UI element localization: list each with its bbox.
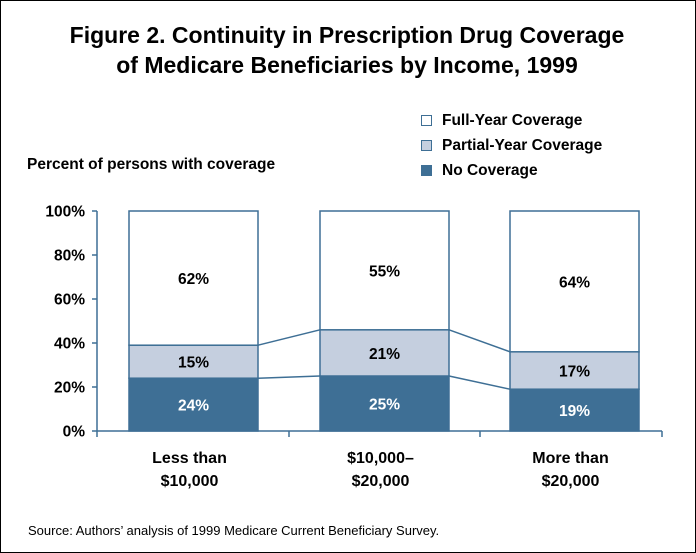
bar-segment — [319, 329, 450, 377]
legend-label-full-year: Full-Year Coverage — [442, 111, 583, 129]
y-tick-label: 40% — [54, 336, 85, 353]
x-tick-label: More than — [532, 450, 608, 467]
connector-line — [257, 329, 321, 346]
legend-item-full-year: Full-Year Coverage — [421, 108, 602, 133]
y-tick-label: 20% — [54, 380, 85, 397]
legend-item-no-coverage: No Coverage — [421, 158, 602, 183]
data-label: 24% — [178, 398, 209, 415]
data-label: 15% — [178, 355, 209, 372]
source-note: Source: Authors’ analysis of 1999 Medica… — [28, 523, 440, 538]
y-axis-label: Percent of persons with coverage — [27, 156, 276, 173]
connector-line — [257, 375, 321, 379]
chart-title-line-1: Figure 2. Continuity in Prescription Dru… — [69, 22, 625, 48]
legend-label-partial-year: Partial-Year Coverage — [442, 136, 603, 154]
bar-segment — [128, 210, 259, 346]
data-label: 17% — [559, 364, 590, 381]
bar-segment — [509, 351, 640, 390]
y-tick-label: 80% — [54, 248, 85, 265]
connector-line — [448, 329, 511, 353]
x-tick-label: $10,000 — [161, 473, 219, 490]
x-tick-label: $20,000 — [352, 473, 410, 490]
legend-label-no-coverage: No Coverage — [442, 161, 538, 179]
legend-swatch-no-coverage — [421, 165, 432, 176]
data-label: 19% — [559, 403, 590, 420]
y-tick-label: 100% — [45, 204, 85, 221]
chart-title-line-2: of Medicare Beneficiaries by Income, 199… — [116, 52, 578, 78]
data-label: 62% — [178, 271, 209, 288]
legend-swatch-partial-year — [421, 140, 432, 151]
x-tick-label: Less than — [152, 450, 227, 467]
legend: Full-Year Coverage Partial-Year Coverage… — [421, 108, 602, 183]
data-label: 21% — [369, 346, 400, 363]
x-tick-label: $10,000– — [347, 450, 414, 467]
y-tick-label: 0% — [63, 424, 86, 441]
y-tick-label: 60% — [54, 292, 85, 309]
x-tick-label: $20,000 — [542, 473, 600, 490]
legend-swatch-full-year — [421, 115, 432, 126]
bar-segment — [509, 210, 640, 353]
data-label: 55% — [369, 263, 400, 280]
data-label: 64% — [559, 274, 590, 291]
legend-item-partial-year: Partial-Year Coverage — [421, 133, 602, 158]
data-label: 25% — [369, 397, 400, 414]
connector-line — [448, 375, 511, 390]
chart-title: Figure 2. Continuity in Prescription Dru… — [0, 20, 694, 80]
bar-segment — [319, 210, 450, 331]
